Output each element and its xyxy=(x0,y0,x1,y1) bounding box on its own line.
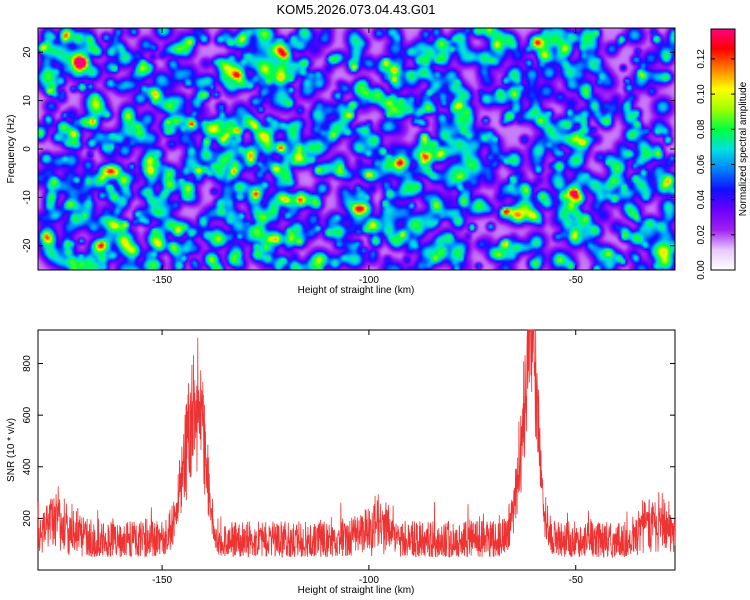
heatmap-ytick-label: -10 xyxy=(22,190,33,205)
colorbar-tick-label: 0.08 xyxy=(696,119,707,139)
snr-ytick-label: 800 xyxy=(22,355,33,372)
snr-series-line xyxy=(37,329,676,559)
heatmap-xtick-label: -100 xyxy=(359,275,379,286)
snr-xtick-label: -100 xyxy=(359,575,379,586)
colorbar-tick-label: 0.06 xyxy=(696,154,707,174)
heatmap-ytick-label: 10 xyxy=(22,95,33,107)
heatmap-xtick-label: -50 xyxy=(569,275,584,286)
colorbar-label: Normalized spectral amplitude xyxy=(738,81,749,216)
heatmap-ytick-label: -20 xyxy=(22,238,33,253)
colorbar-ticks: 0.00 0.02 0.04 0.06 0.08 0.10 0.12 xyxy=(696,49,735,280)
colorbar-tick-label: 0.02 xyxy=(696,225,707,245)
snr-panel: -150 -100 -50 200 400 600 800 Height of straig… xyxy=(6,329,676,596)
snr-ytick-label: 400 xyxy=(22,458,33,475)
colorbar-frame xyxy=(710,28,736,271)
heatmap-ytick-label: 0 xyxy=(22,146,33,152)
heatmap-ytick-label: 20 xyxy=(22,46,33,58)
heatmap-xtick-label: -150 xyxy=(152,275,172,286)
colorbar-tick-label: 0.12 xyxy=(696,49,707,69)
colorbar-fill xyxy=(711,29,735,270)
heatmap-ylabel: Frequency (Hz) xyxy=(6,115,17,184)
figure-title: KOM5.2026.073.04.43.G01 xyxy=(276,2,435,17)
snr-xtick-label: -150 xyxy=(152,575,172,586)
snr-ytick-label: 200 xyxy=(22,510,33,527)
colorbar: 0.00 0.02 0.04 0.06 0.08 0.10 0.12 Normalized … xyxy=(696,28,749,280)
colorbar-tick-label: 0.00 xyxy=(696,260,707,280)
colorbar-tick-label: 0.10 xyxy=(696,84,707,104)
snr-ytick-label: 600 xyxy=(22,406,33,423)
colorbar-tick-label: 0.04 xyxy=(696,189,707,209)
snr-ylabel: SNR (10 * v/v) xyxy=(6,418,17,482)
snr-frame xyxy=(37,329,676,571)
snr-xlabel: Height of straight line (km) xyxy=(298,585,415,596)
heatmap-xlabel: Height of straight line (km) xyxy=(298,285,415,296)
heatmap-image xyxy=(38,28,675,270)
snr-xtick-label: -50 xyxy=(569,575,584,586)
snr-ticks: -150 -100 -50 200 400 600 800 xyxy=(22,330,675,586)
